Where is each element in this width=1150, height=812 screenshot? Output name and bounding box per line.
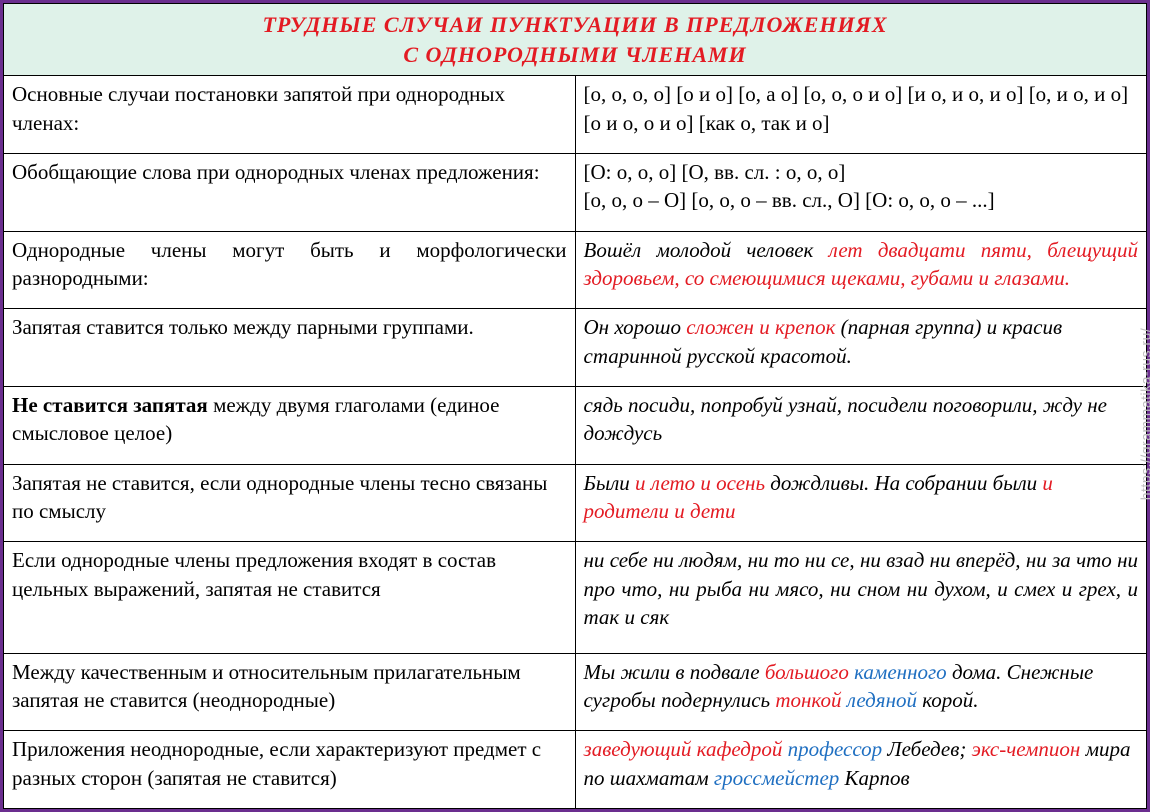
text-segment: Обобщающие слова при однородных членах п… — [12, 160, 540, 184]
text-segment: Приложения неоднородные, если характериз… — [12, 737, 541, 789]
text-segment: Не ставится запятая — [12, 393, 208, 417]
text-segment: сядь посиди, попробуй узнай, посидели по… — [584, 393, 1107, 445]
text-segment: и лето и осень — [635, 471, 765, 495]
rule-example: сядь посиди, попробуй узнай, посидели по… — [575, 387, 1147, 465]
watermark: https://grammatika-rus.ru/ — [1137, 328, 1150, 501]
rule-example: [О: о, о, о] [О, вв. сл. : о, о, о] [о, о… — [575, 154, 1147, 232]
rule-description: Не ставится запятая между двумя глаголам… — [4, 387, 576, 465]
text-segment: [о, о, о – О] [о, о, о – вв. сл., О] [О:… — [584, 188, 995, 212]
table-title: ТРУДНЫЕ СЛУЧАИ ПУНКТУАЦИИ В ПРЕДЛОЖЕНИЯХ… — [4, 4, 1147, 76]
rule-example: Он хорошо сложен и крепок (парная группа… — [575, 309, 1147, 387]
text-segment: Лебедев; — [887, 737, 971, 761]
rule-example: Были и лето и осень дождливы. На собрани… — [575, 464, 1147, 542]
text-segment: Были — [584, 471, 636, 495]
rule-description: Запятая ставится только между парными гр… — [4, 309, 576, 387]
text-segment: [о, о, о, о] [о и о] [о, а о] [о, о, о и… — [584, 82, 1129, 134]
rule-description: Основные случаи постановки запятой при о… — [4, 76, 576, 154]
table-row: Запятая ставится только между парными гр… — [4, 309, 1147, 387]
text-segment: сложен и крепок — [686, 315, 835, 339]
text-segment: Запятая ставится только между парными гр… — [12, 315, 474, 339]
table-row: Между качественным и относительным прила… — [4, 653, 1147, 731]
text-segment: каменного — [854, 660, 947, 684]
table-row: Если однородные члены предложения входят… — [4, 542, 1147, 653]
text-segment: корой. — [917, 688, 979, 712]
table-row: Однородные члены могут быть и морфологич… — [4, 231, 1147, 309]
rule-description: Запятая не ставится, если однородные чле… — [4, 464, 576, 542]
text-segment: [О: о, о, о] [О, вв. сл. : о, о, о] — [584, 160, 846, 184]
rule-description: Если однородные члены предложения входят… — [4, 542, 576, 653]
rule-example: ни себе ни людям, ни то ни се, ни взад н… — [575, 542, 1147, 653]
text-segment: большого — [765, 660, 854, 684]
text-segment: тонкой — [775, 688, 846, 712]
rule-description: Приложения неоднородные, если характериз… — [4, 731, 576, 809]
table-body: Основные случаи постановки запятой при о… — [4, 76, 1147, 809]
table-row: Запятая не ставится, если однородные чле… — [4, 464, 1147, 542]
rule-example: Вошёл молодой человек лет двадцати пяти,… — [575, 231, 1147, 309]
rule-example: Мы жили в подвале большого каменного дом… — [575, 653, 1147, 731]
text-segment: Однородные члены могут быть и морфологич… — [12, 238, 567, 290]
text-segment: Мы жили в подвале — [584, 660, 765, 684]
text-segment: Запятая не ставится, если однородные чле… — [12, 471, 547, 523]
table-row: Обобщающие слова при однородных членах п… — [4, 154, 1147, 232]
text-segment: Карпов — [845, 766, 910, 790]
text-segment: ледяной — [847, 688, 917, 712]
table-row: Не ставится запятая между двумя глаголам… — [4, 387, 1147, 465]
text-segment: профессор — [788, 737, 888, 761]
text-segment: Основные случаи постановки запятой при о… — [12, 82, 505, 134]
text-segment: заведующий кафедрой — [584, 737, 788, 761]
text-segment: ни себе ни людям, ни то ни се, ни взад н… — [584, 548, 1139, 629]
table-row: Основные случаи постановки запятой при о… — [4, 76, 1147, 154]
text-segment: дождливы. На собрании были — [765, 471, 1042, 495]
text-segment: Он хорошо — [584, 315, 687, 339]
table-row: Приложения неоднородные, если характериз… — [4, 731, 1147, 809]
text-segment: Если однородные члены предложения входят… — [12, 548, 496, 600]
rule-example: [о, о, о, о] [о и о] [о, а о] [о, о, о и… — [575, 76, 1147, 154]
rules-table: ТРУДНЫЕ СЛУЧАИ ПУНКТУАЦИИ В ПРЕДЛОЖЕНИЯХ… — [3, 3, 1147, 809]
rule-description: Однородные члены могут быть и морфологич… — [4, 231, 576, 309]
title-line-2: С ОДНОРОДНЫМИ ЧЛЕНАМИ — [403, 42, 746, 67]
text-segment: экс-чемпион — [972, 737, 1086, 761]
rule-example: заведующий кафедрой профессор Лебедев; э… — [575, 731, 1147, 809]
title-line-1: ТРУДНЫЕ СЛУЧАИ ПУНКТУАЦИИ В ПРЕДЛОЖЕНИЯХ — [262, 12, 887, 37]
text-segment: Между качественным и относительным прила… — [12, 660, 521, 712]
text-segment: Вошёл молодой человек — [584, 238, 829, 262]
document-frame: ТРУДНЫЕ СЛУЧАИ ПУНКТУАЦИИ В ПРЕДЛОЖЕНИЯХ… — [0, 0, 1150, 812]
rule-description: Обобщающие слова при однородных членах п… — [4, 154, 576, 232]
text-segment: гроссмейстер — [714, 766, 845, 790]
rule-description: Между качественным и относительным прила… — [4, 653, 576, 731]
